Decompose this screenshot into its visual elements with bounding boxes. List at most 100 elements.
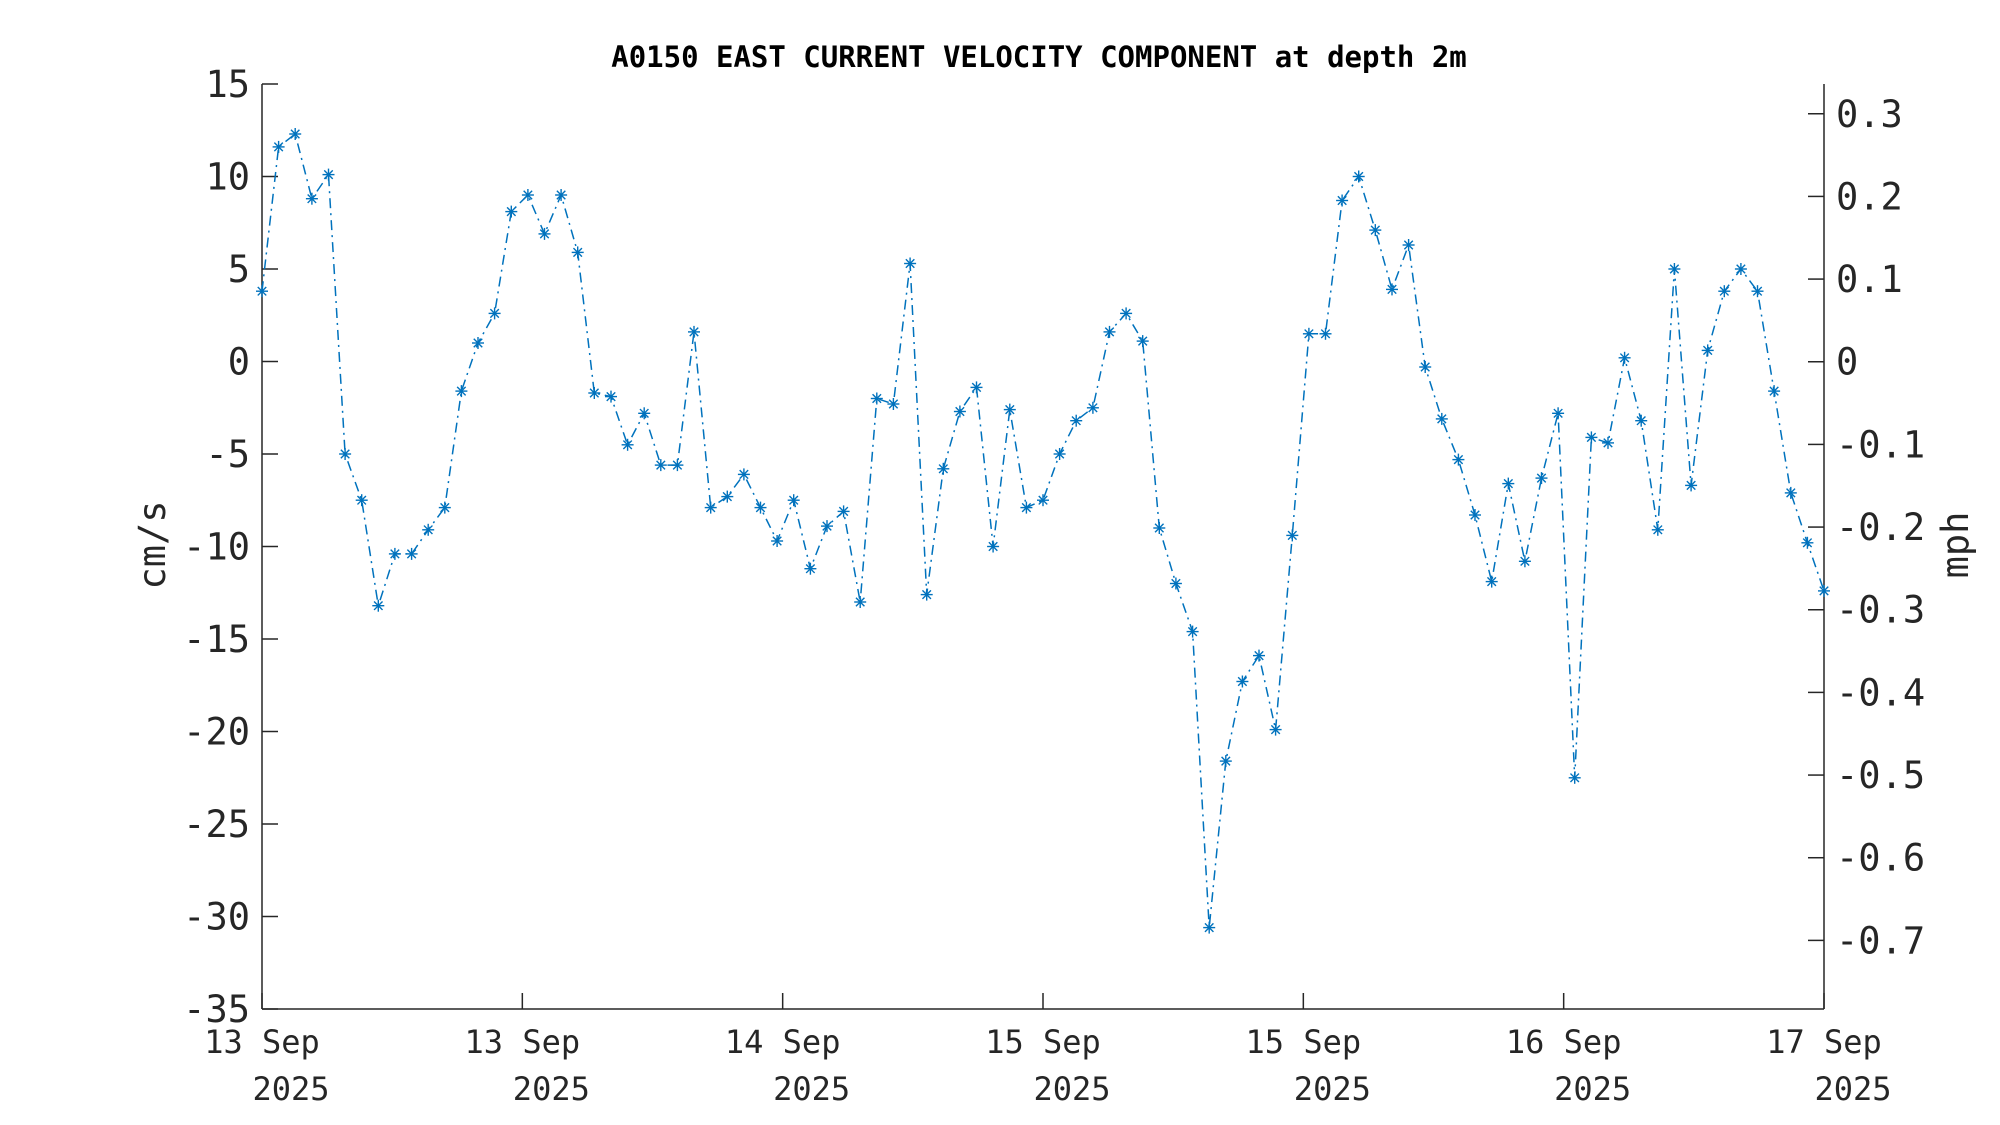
y-right-tick-label: -0.1 (1836, 423, 1925, 466)
y-right-tick-label: -0.3 (1836, 589, 1925, 632)
data-point (837, 505, 850, 518)
data-point (272, 140, 285, 153)
data-point (588, 387, 601, 399)
y-right-tick-label: 0.3 (1836, 93, 1903, 136)
y-right-tick-label: 0.1 (1836, 258, 1903, 301)
data-point (1552, 407, 1565, 420)
x-tick-year: 2025 (773, 1070, 850, 1108)
data-point (1651, 523, 1664, 536)
data-point (455, 385, 468, 398)
data-point (355, 494, 368, 507)
data-point (1685, 479, 1698, 492)
y-tick-label: -20 (183, 711, 250, 754)
chart-title: A0150 EAST CURRENT VELOCITY COMPONENT at… (611, 40, 1467, 74)
data-point (1452, 453, 1465, 466)
data-point (538, 227, 551, 240)
data-point (821, 520, 833, 533)
data-point (1402, 239, 1415, 251)
data-point (1336, 194, 1349, 207)
plot-area (256, 128, 1830, 934)
right-y-axis: 0.3 0.2 0.1 0 -0.1 -0.2 -0.3 -0.4 -0.5 -0.6 -0.7 (1808, 84, 1925, 1009)
data-point (1518, 555, 1531, 568)
data-point (1186, 625, 1199, 638)
data-point (621, 438, 634, 451)
data-point (721, 490, 734, 503)
data-point (1419, 361, 1432, 373)
y-tick-label: -25 (183, 803, 250, 846)
data-point (771, 535, 784, 547)
x-tick-label: 13 Sep (465, 1023, 581, 1061)
y-tick-label: -35 (183, 988, 250, 1031)
y-right-tick-label: -0.2 (1836, 506, 1925, 549)
data-point (422, 523, 435, 536)
data-point (289, 128, 302, 140)
data-point (1568, 771, 1581, 784)
y-right-tick-label: 0 (1836, 341, 1858, 384)
data-point (521, 189, 534, 201)
data-point (1302, 327, 1315, 340)
data-point (870, 392, 883, 405)
left-y-axis: 15 10 5 0 -5 -10 -15 -20 -25 -30 -35 (183, 63, 278, 1031)
data-point (1469, 509, 1481, 521)
data-point (1386, 283, 1398, 296)
data-point (1120, 307, 1133, 320)
x-tick-label: 15 Sep (985, 1023, 1101, 1061)
data-point (571, 246, 584, 259)
data-point (987, 540, 1000, 553)
data-point (1269, 723, 1282, 736)
data-point (372, 599, 385, 612)
data-point (754, 501, 767, 514)
data-point (854, 596, 867, 608)
data-point (1784, 486, 1797, 499)
y-right-tick-label: -0.4 (1836, 671, 1925, 714)
data-point (1734, 263, 1747, 275)
x-axis: 13 Sep 2025 13 Sep 2025 14 Sep 2025 15 Sep 2025… (204, 993, 1892, 1108)
data-point (1485, 575, 1498, 588)
data-point (256, 285, 268, 298)
data-point (1070, 414, 1083, 427)
data-point (605, 390, 617, 403)
data-point (671, 459, 684, 472)
x-tick-label: 17 Sep (1766, 1023, 1882, 1061)
data-point (1003, 403, 1016, 416)
y-tick-label: 5 (228, 248, 250, 291)
data-point (937, 462, 950, 475)
data-point (1203, 921, 1216, 934)
data-point (339, 448, 352, 460)
y-tick-label: 0 (228, 341, 250, 384)
data-point (1502, 477, 1515, 490)
data-point (638, 407, 651, 420)
data-point (787, 494, 800, 507)
data-point (438, 501, 451, 514)
data-point (953, 405, 966, 418)
data-point (1369, 224, 1382, 237)
data-point (555, 189, 568, 201)
x-tick-year: 2025 (513, 1070, 590, 1108)
series-line (261, 132, 1825, 928)
y-tick-label: -10 (183, 526, 250, 569)
data-point (1818, 584, 1830, 597)
data-point (1286, 529, 1299, 542)
data-point (1602, 436, 1614, 449)
data-point (405, 547, 418, 560)
data-point (688, 325, 700, 338)
data-point (704, 501, 717, 514)
y-tick-label: -30 (183, 896, 250, 939)
data-point (1718, 285, 1731, 298)
data-point (1701, 344, 1714, 357)
data-point (472, 337, 484, 349)
x-tick-label: 13 Sep (204, 1023, 320, 1061)
data-point (1435, 412, 1448, 425)
x-tick-year: 2025 (1554, 1070, 1631, 1108)
x-tick-year: 2025 (252, 1070, 329, 1108)
data-point (1801, 536, 1814, 549)
y-tick-label: 10 (205, 156, 250, 199)
x-tick-year: 2025 (1814, 1070, 1891, 1108)
data-point (505, 205, 518, 218)
data-point (804, 562, 817, 575)
data-point (1253, 649, 1265, 662)
data-point (1635, 414, 1648, 427)
y-right-tick-label: -0.5 (1836, 754, 1925, 797)
data-point (1053, 448, 1066, 460)
data-point (1037, 494, 1049, 507)
